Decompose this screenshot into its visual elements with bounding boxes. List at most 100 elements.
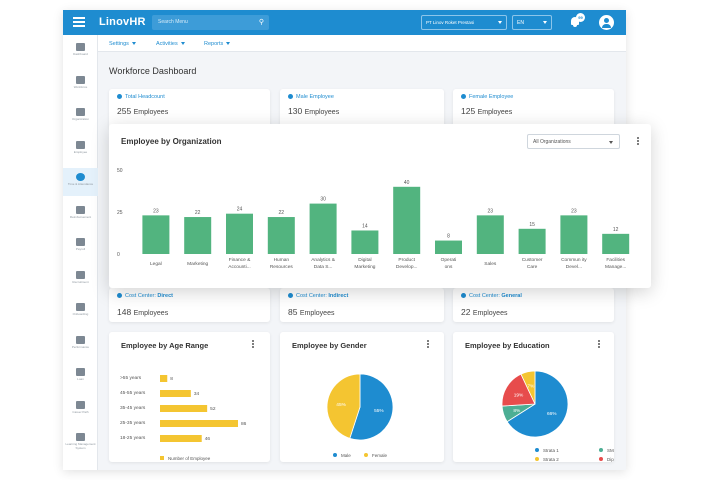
stat-label: Total Headcount [125, 94, 165, 100]
chevron-down-icon [131, 42, 136, 46]
more-options-icon[interactable] [252, 340, 255, 350]
male-employee-card[interactable]: Male Employee 130 Employees [280, 89, 444, 129]
x-tick-label: Operati ons [441, 257, 457, 270]
gender-chart: 55% 45% Male Female [326, 373, 394, 458]
cost-center-name: General [501, 293, 522, 299]
more-options-icon[interactable] [637, 137, 640, 147]
stat-unit: Employees [133, 310, 169, 317]
card-title: Employee by Organization [121, 137, 222, 146]
app-window: LinovHR Search Menu ⚲ PT Linov Roket Pre… [63, 10, 651, 470]
data-label: 23 [571, 208, 577, 214]
cost-center-direct-card[interactable]: Cost Center: Direct 148 Employees [109, 288, 270, 322]
subnav-reports[interactable]: Reports [204, 41, 231, 47]
language-value: EN [517, 20, 524, 26]
cost-center-icon [117, 293, 122, 299]
female-employee-card[interactable]: Female Employee 125 Employees [453, 89, 614, 129]
sidebar-item-reimbursement[interactable]: Reimbursement [63, 201, 98, 229]
card-title: Employee by Gender [292, 341, 367, 350]
search-input[interactable]: Search Menu ⚲ [152, 15, 269, 30]
sidebar-item-label: Loan [77, 377, 84, 381]
category-label: 35-45 years [120, 405, 146, 411]
sidebar-item-onboarding[interactable]: Onboarding [63, 298, 98, 326]
female-icon [461, 94, 466, 100]
bar [160, 375, 168, 382]
legend-swatch [599, 457, 603, 461]
subnav-activities[interactable]: Activities [156, 41, 185, 47]
legend-label: Female [372, 453, 388, 458]
y-tick-label: 0 [117, 252, 120, 258]
pie-slice [506, 370, 569, 438]
bar [267, 217, 295, 254]
bar [602, 233, 630, 254]
legend-swatch [599, 448, 603, 452]
education-chart: 66% 8% 19%7% Strata 1 SMA/SMK Diploma III Stra… [501, 370, 614, 462]
category-label: >55 years [120, 375, 142, 381]
learning-icon [76, 433, 85, 441]
x-tick-label: Analytics & Data S... [311, 257, 336, 270]
language-select[interactable]: EN [512, 15, 552, 30]
data-label: 86 [241, 421, 247, 427]
education-card: Employee by Education 66% 8% 19% 7% Strata 1… [453, 332, 614, 462]
cost-center-general-card[interactable]: Cost Center: General 22 Employees [453, 288, 614, 322]
sidebar-item-label: Time & Attendance [67, 182, 94, 186]
organization-icon [76, 108, 85, 116]
reimbursement-icon [76, 205, 85, 214]
people-icon [117, 94, 122, 100]
stat-unit: Employees [477, 109, 513, 116]
legend-swatch [364, 453, 368, 457]
sidebar-item-recruitment[interactable]: Recruitment [63, 266, 98, 294]
clock-icon [76, 173, 85, 181]
organization-filter-value: All Organizations [533, 139, 571, 145]
search-icon[interactable]: ⚲ [258, 19, 264, 26]
sidebar-item-time-attendance[interactable]: Time & Attendance [63, 168, 98, 196]
chevron-down-icon [609, 141, 613, 144]
avatar[interactable] [599, 15, 614, 30]
sidebar-item-organization[interactable]: Organization [63, 103, 98, 131]
cost-center-indirect-card[interactable]: Cost Center: Indirect 85 Employees [280, 288, 444, 322]
data-label: 40 [404, 180, 410, 186]
more-options-icon[interactable] [427, 340, 430, 350]
sidebar-item-learning-management-system[interactable]: Learning Management System [63, 428, 98, 456]
sidebar-item-dashboard[interactable]: Dashboard [63, 38, 98, 66]
bell-icon[interactable] [570, 16, 580, 27]
x-tick-label: Digital Marketing [354, 257, 375, 270]
data-label: 23 [488, 208, 494, 214]
more-options-icon[interactable] [598, 340, 601, 350]
data-label: 22 [195, 210, 201, 216]
sidebar-item-workforce[interactable]: Workforce [63, 71, 98, 99]
sidebar: Dashboard Workforce Organization Employee Ti… [63, 35, 98, 470]
sidebar-item-label: Employee [73, 149, 88, 154]
workforce-icon [76, 75, 85, 84]
sidebar-item-performance[interactable]: Performance [63, 331, 98, 359]
sidebar-item-payroll[interactable]: Payroll [63, 233, 98, 261]
subnav-settings[interactable]: Settings [109, 41, 136, 47]
stat-label: Male Employee [296, 94, 334, 100]
sidebar-item-label: Career Path [72, 409, 89, 414]
male-icon [288, 94, 293, 100]
bar [560, 215, 588, 254]
onboarding-icon [76, 303, 85, 311]
legend-swatch [333, 453, 337, 457]
x-tick-label: Facilities Manage... [605, 257, 626, 270]
company-name: PT Linov Roket Prestasi [426, 20, 475, 25]
company-select[interactable]: PT Linov Roket Prestasi [421, 15, 507, 30]
sidebar-item-employee[interactable]: Employee [63, 136, 98, 164]
sidebar-item-career-path[interactable]: Career Path [63, 396, 98, 424]
sidebar-item-label: Workforce [73, 84, 88, 89]
bar [160, 420, 238, 427]
sidebar-item-loan[interactable]: Loan [63, 363, 98, 391]
dashboard-icon [76, 43, 85, 51]
legend-label: Strata 1 [543, 448, 559, 453]
data-label: 52 [210, 406, 216, 412]
payroll-icon [76, 238, 85, 246]
sidebar-item-label: Dashboard [73, 52, 88, 56]
data-label: 24 [237, 207, 243, 213]
sidebar-item-label: Recruitment [72, 279, 89, 284]
chevron-down-icon [180, 42, 185, 46]
menu-icon[interactable] [73, 17, 85, 27]
loan-icon [76, 368, 85, 376]
pie-slice [501, 373, 536, 407]
organization-filter-select[interactable]: All Organizations [527, 134, 620, 149]
total-headcount-card[interactable]: Total Headcount 255 Employees [109, 89, 270, 129]
x-tick-label: Human Resources [270, 257, 294, 270]
